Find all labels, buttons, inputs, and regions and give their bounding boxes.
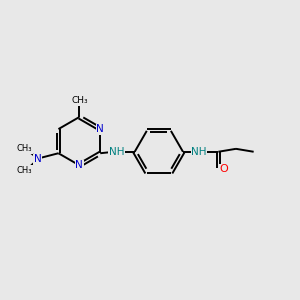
Text: CH₃: CH₃ [17, 166, 32, 175]
Text: NH: NH [191, 147, 207, 157]
Text: CH₃: CH₃ [71, 96, 88, 105]
Text: N: N [76, 160, 83, 170]
Text: O: O [219, 164, 228, 174]
Text: CH₃: CH₃ [17, 144, 32, 153]
Text: N: N [96, 124, 104, 134]
Text: N: N [34, 154, 42, 164]
Text: NH: NH [109, 147, 124, 157]
